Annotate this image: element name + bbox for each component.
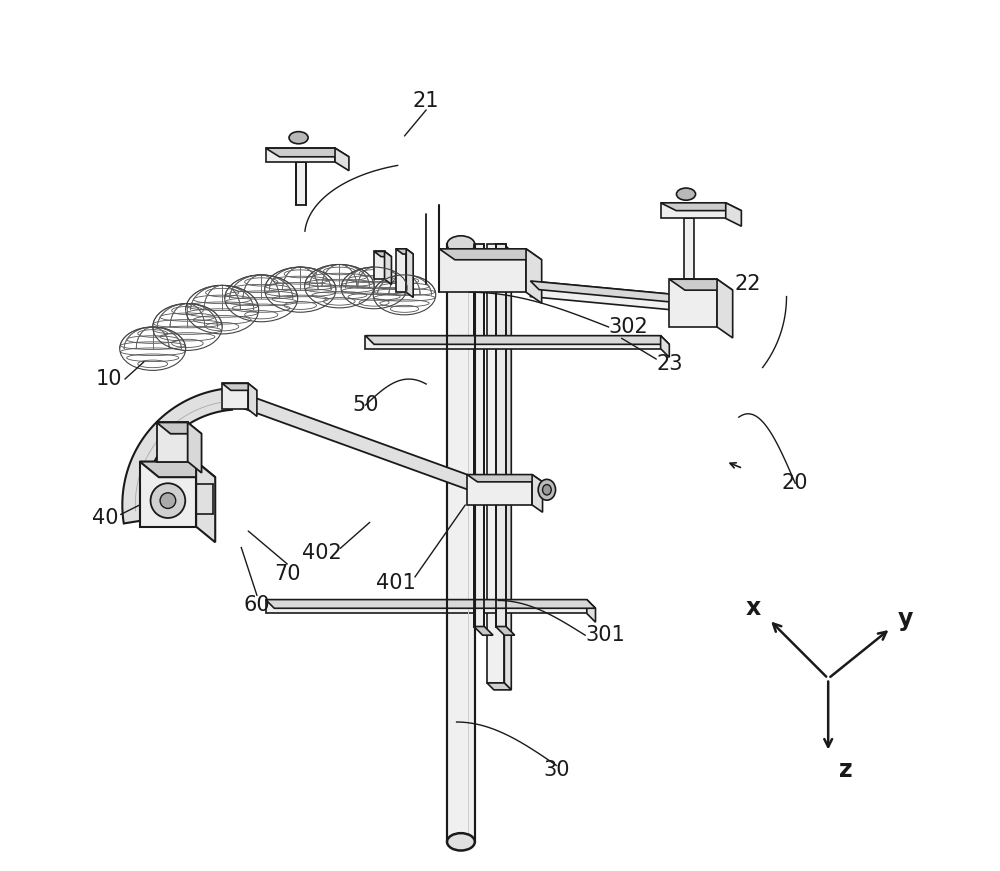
Polygon shape [266,599,596,608]
Polygon shape [365,335,669,344]
Text: 21: 21 [413,91,439,111]
Polygon shape [374,252,391,257]
Text: 23: 23 [656,354,683,375]
Polygon shape [374,252,385,280]
Ellipse shape [447,834,475,850]
Polygon shape [661,335,669,357]
Text: 22: 22 [734,273,761,294]
Polygon shape [467,475,543,482]
Polygon shape [157,422,188,462]
Text: 301: 301 [585,625,625,645]
Polygon shape [140,462,215,477]
Polygon shape [661,203,726,219]
Polygon shape [222,383,257,390]
Polygon shape [487,245,504,683]
Text: 70: 70 [274,564,301,584]
Polygon shape [222,383,248,409]
Polygon shape [669,280,733,290]
Polygon shape [396,249,413,254]
Text: y: y [898,607,913,631]
Polygon shape [335,148,349,171]
Polygon shape [467,475,532,505]
Polygon shape [188,422,202,473]
Polygon shape [530,281,678,302]
Polygon shape [385,252,391,285]
Polygon shape [684,219,694,280]
Polygon shape [496,245,506,626]
Text: 401: 401 [376,573,416,593]
Polygon shape [504,245,511,690]
Text: 60: 60 [244,595,270,615]
Polygon shape [487,683,511,690]
Polygon shape [157,422,202,434]
Text: 402: 402 [302,543,342,563]
Polygon shape [439,249,542,260]
Ellipse shape [543,484,551,495]
Polygon shape [669,280,717,327]
Ellipse shape [447,236,475,253]
Ellipse shape [538,479,556,500]
Polygon shape [122,388,232,523]
Polygon shape [532,475,543,512]
Polygon shape [447,245,475,842]
Polygon shape [717,280,733,338]
Text: x: x [745,596,760,619]
Polygon shape [496,626,515,635]
Polygon shape [474,245,484,626]
Polygon shape [140,462,196,527]
Polygon shape [474,626,493,635]
Polygon shape [587,599,596,622]
Text: 10: 10 [96,369,123,389]
Polygon shape [530,281,669,309]
Polygon shape [439,249,526,293]
Polygon shape [266,148,335,162]
Polygon shape [365,335,661,348]
Polygon shape [726,203,741,226]
Polygon shape [296,162,306,206]
Ellipse shape [676,188,696,200]
Polygon shape [526,249,542,303]
Polygon shape [196,462,215,543]
Text: 302: 302 [609,317,648,337]
Text: 50: 50 [352,395,379,415]
Circle shape [160,493,176,509]
Polygon shape [228,390,485,494]
Polygon shape [661,203,741,211]
Polygon shape [266,148,349,157]
Polygon shape [248,383,257,416]
Polygon shape [406,249,413,298]
Text: 40: 40 [92,508,118,528]
Polygon shape [266,599,587,613]
Text: 20: 20 [782,473,808,493]
Polygon shape [396,249,406,293]
Ellipse shape [289,132,308,144]
Circle shape [151,483,185,518]
Text: z: z [839,759,853,782]
Text: 30: 30 [543,760,570,780]
